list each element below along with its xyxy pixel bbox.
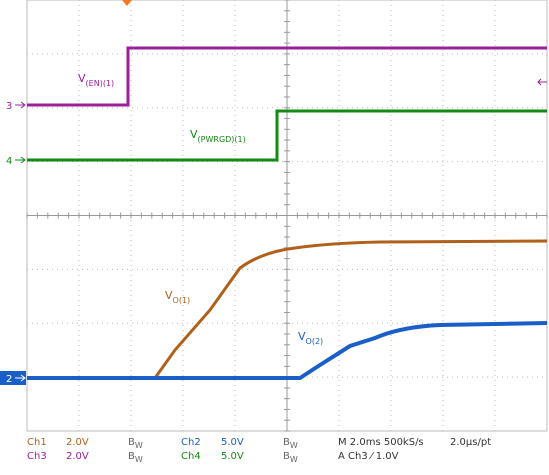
trace-pwrgd [27,109,547,162]
trace-en [27,46,547,107]
volts: 2.0V [66,451,89,462]
bandwidth: BW [128,437,143,450]
channel: Ch4 [181,451,201,462]
marker-arrow [15,101,26,109]
bw-sub: W [135,441,143,450]
marker-box [0,371,26,385]
bw-main: B [128,451,135,462]
volts: 5.0V [221,451,244,462]
volts: 2.0V [66,437,89,448]
label-main: V [298,330,306,343]
ref-arrow [537,78,547,86]
sample-rate: 2.0µs/pt [450,437,491,448]
bw-sub: W [290,455,298,464]
marker-ch2: 2 [6,374,12,385]
bw-sub: W [135,455,143,464]
bw-sub: W [290,441,298,450]
label-sub: O(2) [306,337,324,346]
label-main: V [190,128,198,141]
bandwidth: BW [283,437,298,450]
marker-arrow [15,156,26,164]
trigger: A Ch3 ⁄ 1.0V [338,451,399,462]
trigger-position [122,0,132,6]
channel: Ch1 [27,437,47,448]
bw-main: B [283,437,290,448]
bw-main: B [128,437,135,448]
bandwidth: BW [128,451,143,464]
marker-arrow [15,374,26,382]
label-sub: O(1) [173,296,191,305]
settings: Ch1 2.0V BW Ch2 5.0V BW M 2.0ms 500kS/s … [27,437,491,464]
label-vo1: VO(1) [165,289,190,305]
bandwidth: BW [283,451,298,464]
marker-ch4: 4 [6,156,12,167]
bw-main: B [283,451,290,462]
graticule [26,0,548,432]
label-main: V [78,72,86,85]
label-main: V [165,289,173,302]
label-pwrgd: V(PWRGD)(1) [190,128,246,144]
label-en: V(EN)(1) [78,72,114,88]
trace-vo1 [27,239,548,380]
marker-ch3: 3 [6,101,12,112]
trace-vo2 [27,321,548,380]
volts: 5.0V [221,437,244,448]
label-vo2: VO(2) [298,330,323,346]
channel: Ch2 [181,437,201,448]
label-sub: (EN)(1) [86,79,115,88]
channel: Ch3 [27,451,47,462]
label-sub: (PWRGD)(1) [198,135,246,144]
timebase: M 2.0ms 500kS/s [338,437,424,448]
